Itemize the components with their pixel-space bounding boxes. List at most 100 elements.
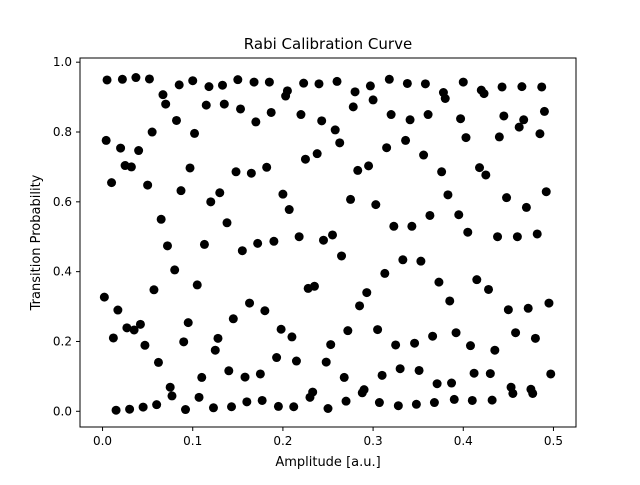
data-point — [341, 396, 351, 406]
data-point — [201, 100, 211, 110]
data-point — [493, 232, 503, 242]
data-point — [102, 75, 112, 85]
data-point — [348, 102, 358, 112]
data-point — [284, 205, 294, 215]
data-point — [428, 331, 438, 341]
data-point — [364, 161, 374, 171]
data-point — [161, 99, 171, 109]
data-point — [443, 190, 453, 200]
data-point — [339, 372, 349, 382]
data-point — [101, 135, 111, 145]
data-point — [532, 229, 542, 239]
x-axis-label: Amplitude [a.u.] — [275, 455, 380, 470]
data-point — [278, 189, 288, 199]
data-point — [508, 388, 518, 398]
data-point — [251, 117, 261, 127]
data-point — [227, 402, 237, 412]
data-point — [183, 318, 193, 328]
data-point — [215, 188, 225, 198]
data-point — [149, 285, 159, 295]
data-point — [291, 356, 301, 366]
data-point — [129, 325, 139, 335]
data-point — [228, 314, 238, 324]
data-point — [539, 106, 549, 116]
data-point — [395, 364, 405, 374]
data-point — [199, 239, 209, 249]
x-axis-ticks: 0.0 0.1 0.2 0.3 0.4 0.5 — [93, 427, 563, 448]
data-point — [386, 110, 396, 120]
x-tick-label: 0.0 — [93, 434, 112, 448]
data-point — [167, 391, 177, 401]
data-point — [465, 341, 475, 351]
data-point — [213, 333, 223, 343]
data-point — [236, 104, 246, 114]
y-tick-label: 0.0 — [53, 404, 72, 418]
data-point — [181, 405, 191, 415]
data-point — [249, 77, 259, 87]
y-tick-label: 1.0 — [53, 55, 72, 69]
data-point — [312, 149, 322, 159]
chart-title: Rabi Calibration Curve — [244, 35, 412, 53]
data-point — [138, 402, 148, 412]
data-point — [158, 90, 168, 100]
data-point — [323, 404, 333, 413]
data-point — [116, 143, 126, 153]
data-point — [371, 200, 381, 210]
x-tick-label: 0.4 — [454, 434, 473, 448]
data-point — [332, 76, 342, 86]
data-point — [272, 353, 282, 363]
data-point — [257, 395, 267, 405]
data-point — [485, 369, 495, 379]
data-point — [125, 404, 135, 414]
data-point — [330, 125, 340, 135]
data-point — [499, 111, 509, 121]
data-point — [353, 165, 363, 175]
data-point — [411, 399, 421, 409]
data-point — [494, 132, 504, 142]
data-point — [296, 110, 306, 120]
data-point — [318, 235, 328, 245]
data-point — [143, 180, 153, 190]
data-point — [99, 292, 109, 302]
data-point — [190, 128, 200, 138]
plot-frame — [79, 57, 577, 428]
data-point — [389, 221, 399, 231]
data-point — [131, 73, 141, 83]
data-point — [219, 99, 229, 109]
data-point — [222, 218, 232, 228]
data-point — [266, 107, 276, 117]
data-point — [171, 115, 181, 125]
data-point — [461, 133, 471, 143]
data-point — [287, 332, 297, 342]
data-point — [208, 403, 218, 413]
data-point — [206, 197, 216, 207]
y-tick-label: 0.8 — [53, 125, 72, 139]
data-point — [343, 326, 353, 336]
data-point — [113, 305, 123, 315]
data-point — [153, 357, 163, 367]
data-point — [475, 163, 485, 173]
data-point — [162, 241, 172, 251]
data-point — [512, 232, 522, 242]
data-point — [521, 202, 531, 212]
data-point — [365, 81, 375, 91]
data-point — [503, 305, 513, 315]
data-point — [374, 398, 384, 408]
data-point — [126, 162, 136, 172]
data-point — [481, 170, 491, 180]
data-point — [299, 78, 309, 88]
data-point — [391, 340, 401, 350]
data-point — [528, 388, 538, 398]
data-point — [420, 79, 430, 89]
data-point — [194, 392, 204, 402]
data-point — [416, 256, 426, 266]
data-point — [188, 76, 198, 86]
data-point — [451, 328, 461, 338]
data-point — [362, 288, 372, 298]
data-point — [541, 187, 551, 197]
data-point — [380, 268, 390, 278]
data-point — [269, 236, 279, 246]
data-point — [434, 277, 444, 287]
data-point — [337, 251, 347, 261]
